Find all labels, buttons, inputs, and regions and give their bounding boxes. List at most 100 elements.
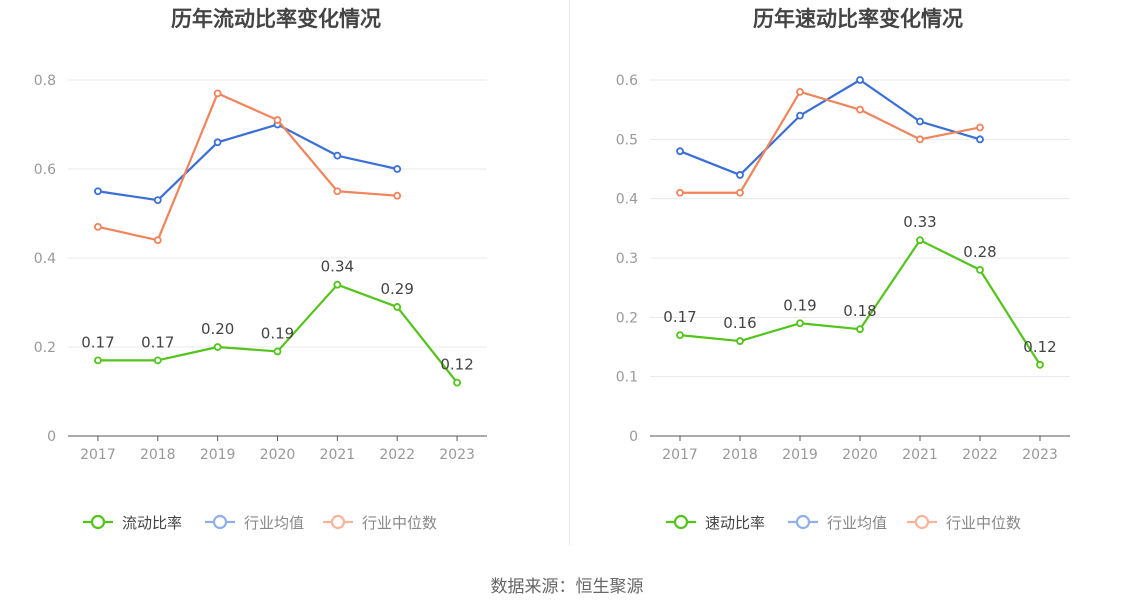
legend-item-median: 行业中位数 (323, 514, 437, 532)
data-point-avg (916, 117, 924, 126)
legend-label: 流动比率 (122, 514, 182, 532)
data-point-main (916, 236, 924, 245)
data-point-avg (676, 147, 684, 156)
data-point-main (333, 280, 342, 289)
y-tick-label: 0.5 (616, 132, 638, 148)
data-point-median (333, 187, 342, 196)
data-point-avg (796, 111, 804, 120)
legend-marker (795, 514, 811, 530)
data-point-avg (213, 138, 222, 147)
legend-item-main: 速动比率 (666, 514, 765, 532)
series-line-median (680, 90, 981, 194)
series-line-median (97, 92, 398, 242)
x-tick-label: 2023 (1022, 447, 1058, 463)
data-point-main (676, 331, 684, 340)
y-tick-label: 0.6 (34, 162, 56, 178)
legend-label: 行业均值 (827, 514, 887, 532)
data-point-median (273, 116, 282, 124)
data-point-median (94, 222, 102, 231)
data-point-avg (856, 76, 864, 84)
y-tick-label: 0 (47, 429, 56, 445)
legend-item-main: 流动比率 (83, 514, 182, 532)
legend-marker (212, 514, 228, 530)
data-label: 0.12 (440, 356, 473, 374)
data-label: 0.19 (783, 296, 816, 314)
data-label: 0.28 (963, 243, 996, 261)
y-tick-label: 0.1 (616, 370, 638, 386)
chart-2: 历年速动比率变化情况 0 0.1 0.2 0.3 0.4 0.5 0.6 2017 2018 201… (616, 7, 1070, 532)
chart-title: 历年速动比率变化情况 (753, 7, 963, 31)
series-line-avg (97, 123, 398, 202)
data-label: 0.16 (723, 314, 756, 332)
y-tick-label: 0.3 (616, 251, 638, 267)
data-point-median (676, 188, 684, 197)
legend-marker (673, 514, 689, 530)
data-point-median (916, 135, 924, 144)
data-label: 0.17 (81, 333, 114, 351)
data-point-avg (736, 171, 744, 179)
data-point-median (153, 236, 162, 245)
data-point-avg (333, 151, 342, 160)
data-point-main (736, 337, 744, 345)
x-tick-label: 2022 (962, 447, 998, 463)
data-point-main (153, 356, 162, 365)
data-point-avg (94, 187, 102, 196)
data-point-main (393, 303, 402, 311)
data-point-median (736, 188, 744, 197)
y-tick-label: 0 (629, 429, 638, 445)
y-tick-label: 0.6 (616, 73, 638, 89)
source-label: 数据来源：恒生聚源 (490, 577, 644, 597)
data-point-median (796, 87, 804, 96)
chart-1: 历年流动比率变化情况 0 0.2 0.4 0.6 0.8 2017 2018 2019 2020 2… (34, 7, 487, 532)
data-point-avg (976, 135, 984, 144)
data-label: 0.12 (1023, 338, 1056, 356)
data-point-main (213, 343, 222, 351)
data-point-avg (153, 196, 162, 205)
data-point-median (393, 191, 402, 200)
legend-label: 行业均值 (244, 514, 304, 532)
y-tick-label: 0.2 (616, 310, 638, 326)
data-label: 0.19 (261, 324, 294, 342)
data-point-main (1036, 360, 1044, 369)
x-tick-label: 2019 (782, 447, 818, 463)
x-tick-label: 2022 (379, 447, 415, 463)
x-tick-label: 2018 (722, 447, 758, 463)
data-label: 0.29 (381, 280, 414, 298)
x-tick-label: 2020 (260, 447, 296, 463)
data-point-main (94, 356, 102, 365)
data-label: 0.17 (663, 308, 696, 326)
data-point-median (213, 89, 222, 98)
legend-marker (90, 514, 106, 530)
legend-label: 行业中位数 (946, 514, 1021, 532)
data-point-median (856, 105, 864, 114)
data-point-main (273, 347, 282, 356)
data-point-main (796, 319, 804, 328)
x-tick-label: 2021 (902, 447, 938, 463)
x-tick-label: 2017 (80, 447, 116, 463)
data-label: 0.33 (903, 213, 936, 231)
data-point-main (856, 325, 864, 334)
legend-label: 速动比率 (705, 514, 765, 532)
series-line-avg (679, 78, 981, 177)
x-tick-label: 2019 (200, 447, 236, 463)
data-label: 0.20 (201, 320, 234, 338)
x-tick-label: 2017 (662, 447, 698, 463)
x-tick-label: 2018 (140, 447, 176, 463)
legend-label: 行业中位数 (362, 514, 437, 532)
legend-marker (330, 514, 346, 530)
y-tick-label: 0.4 (34, 251, 56, 267)
legend-item-median: 行业中位数 (907, 514, 1021, 532)
y-tick-label: 0.4 (616, 192, 638, 208)
y-tick-label: 0.2 (34, 340, 56, 356)
y-tick-label: 0.8 (34, 73, 56, 89)
chart-divider (569, 0, 570, 545)
charts-canvas: 历年流动比率变化情况 0 0.2 0.4 0.6 0.8 2017 2018 2019 2020 2… (34, 7, 1070, 532)
legend-item-avg: 行业均值 (205, 514, 304, 532)
data-point-main (976, 265, 984, 274)
data-label: 0.18 (843, 302, 876, 320)
x-tick-label: 2023 (439, 447, 475, 463)
legend-item-avg: 行业均值 (788, 514, 887, 532)
data-label: 0.17 (141, 333, 174, 351)
data-point-avg (393, 165, 402, 173)
